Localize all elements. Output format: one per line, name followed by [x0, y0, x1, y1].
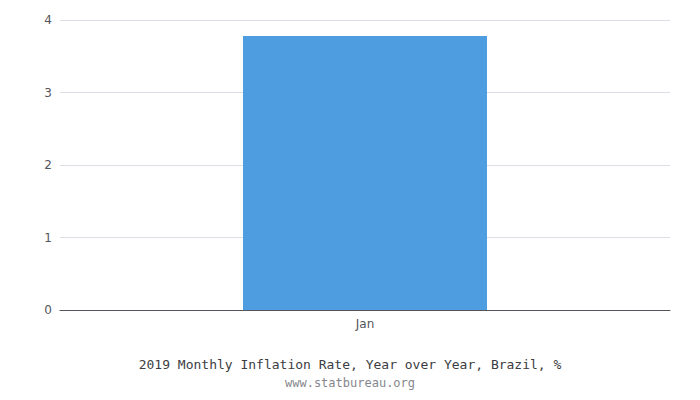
- svg-text:2019 Monthly Inflation Rate, Y: 2019 Monthly Inflation Rate, Year over Y…: [139, 357, 562, 372]
- svg-text:4: 4: [44, 13, 52, 27]
- svg-text:1: 1: [44, 231, 52, 245]
- svg-text:Jan: Jan: [355, 317, 375, 331]
- svg-text:0: 0: [44, 303, 52, 317]
- svg-text:2: 2: [44, 158, 52, 172]
- svg-text:www.statbureau.org: www.statbureau.org: [285, 376, 415, 390]
- svg-text:3: 3: [44, 86, 52, 100]
